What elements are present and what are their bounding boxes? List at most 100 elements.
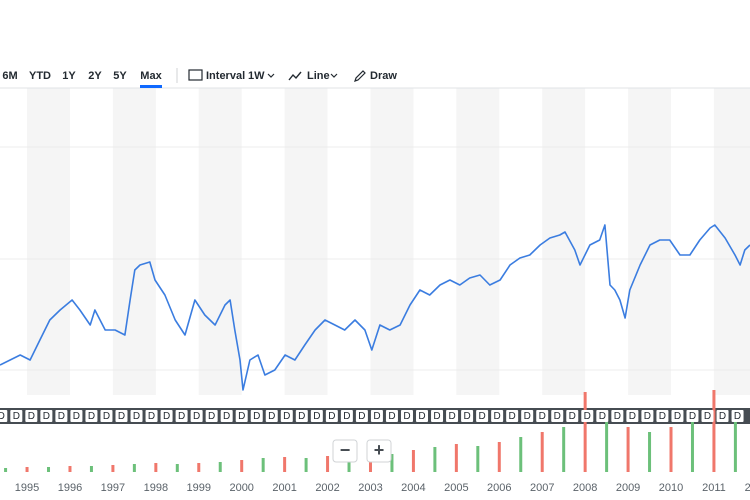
dividend-marker[interactable]: D <box>73 411 80 422</box>
dividend-marker[interactable]: D <box>13 411 20 422</box>
dividend-marker[interactable]: D <box>58 411 65 422</box>
zoom-out[interactable]: − <box>340 440 351 460</box>
draw-button[interactable]: Draw <box>370 70 397 82</box>
volume-bar <box>347 454 351 472</box>
dividend-marker-box <box>295 410 308 422</box>
dividend-marker[interactable]: D <box>539 411 546 422</box>
dividend-marker[interactable]: D <box>674 411 681 422</box>
year-band <box>112 88 156 395</box>
dividend-marker-box <box>205 410 218 422</box>
dividend-marker[interactable]: D <box>704 411 711 422</box>
dividend-marker-box <box>10 410 23 422</box>
dividend-marker[interactable]: D <box>569 411 576 422</box>
dividend-marker-box <box>385 410 398 422</box>
volume-bar <box>197 463 201 472</box>
dividend-marker[interactable]: D <box>403 411 410 422</box>
x-tick-label: 1996 <box>58 482 82 494</box>
interval-button[interactable]: Interval <box>206 70 245 82</box>
dividend-marker-box <box>220 410 233 422</box>
x-tick-label: 2006 <box>487 482 511 494</box>
dividend-marker[interactable]: D <box>494 411 501 422</box>
zoom-out-box[interactable] <box>332 439 358 463</box>
dividend-marker[interactable]: D <box>644 411 651 422</box>
chart-style-button[interactable]: Line <box>307 70 330 82</box>
dividend-marker[interactable]: D <box>734 411 741 422</box>
dividend-marker-box <box>641 410 654 422</box>
dividend-marker[interactable]: D <box>208 411 215 422</box>
dividend-marker[interactable]: D <box>448 411 455 422</box>
dividend-marker-box <box>310 410 323 422</box>
range-button[interactable]: 6M <box>2 70 17 82</box>
dividend-marker-box <box>701 410 714 422</box>
year-band <box>628 88 672 395</box>
dividend-marker[interactable]: D <box>524 411 531 422</box>
dividend-marker[interactable]: D <box>629 411 636 422</box>
volume-bar <box>4 468 8 472</box>
dividend-marker[interactable]: D <box>614 411 621 422</box>
year-band <box>713 88 750 395</box>
range-button[interactable]: 1Y <box>62 70 76 82</box>
dividend-marker-box <box>340 410 353 422</box>
dividend-marker[interactable]: D <box>0 411 5 422</box>
dividend-marker[interactable]: D <box>509 411 516 422</box>
zoom-in[interactable]: + <box>374 440 385 460</box>
price-line <box>0 224 750 391</box>
dividend-marker[interactable]: D <box>238 411 245 422</box>
dividend-marker[interactable]: D <box>689 411 696 422</box>
dividend-marker[interactable]: D <box>28 411 35 422</box>
dividend-marker[interactable]: D <box>478 411 485 422</box>
dividend-marker[interactable]: D <box>719 411 726 422</box>
volume-bar <box>261 458 265 472</box>
dividend-marker[interactable]: D <box>148 411 155 422</box>
dividend-marker[interactable]: D <box>88 411 95 422</box>
range-button[interactable]: 2Y <box>88 70 102 82</box>
dividend-marker-box <box>656 410 669 422</box>
dividend-marker[interactable]: D <box>223 411 230 422</box>
range-button[interactable]: Max <box>140 70 162 82</box>
year-band <box>542 88 586 395</box>
dividend-marker-box <box>671 410 684 422</box>
dividend-marker[interactable]: D <box>313 411 320 422</box>
range-button[interactable]: 5Y <box>113 70 127 82</box>
dividend-marker[interactable]: D <box>373 411 380 422</box>
dividend-marker[interactable]: D <box>43 411 50 422</box>
dividend-marker[interactable]: D <box>103 411 110 422</box>
volume-bar <box>712 390 716 472</box>
volume-bar <box>605 422 609 472</box>
dividend-marker[interactable]: D <box>554 411 561 422</box>
dividend-marker[interactable]: D <box>133 411 140 422</box>
volume-bar <box>454 444 458 472</box>
dividend-marker-box <box>325 410 338 422</box>
dividend-marker[interactable]: D <box>163 411 170 422</box>
volume-bar <box>433 447 437 472</box>
volume-bar <box>283 457 287 472</box>
dividend-marker[interactable]: D <box>193 411 200 422</box>
volume-bar <box>25 467 29 472</box>
dividend-marker[interactable]: D <box>328 411 335 422</box>
dividend-marker[interactable]: D <box>283 411 290 422</box>
dividend-marker[interactable]: D <box>418 411 425 422</box>
dividend-marker[interactable]: D <box>268 411 275 422</box>
range-button[interactable]: YTD <box>29 70 51 82</box>
dividend-marker[interactable]: D <box>584 411 591 422</box>
dividend-marker-box <box>115 410 128 422</box>
volume-bar <box>540 432 544 472</box>
dividend-marker[interactable]: D <box>463 411 470 422</box>
dividend-marker[interactable]: D <box>659 411 666 422</box>
zoom-in-box[interactable] <box>366 439 392 463</box>
dividend-marker[interactable]: D <box>253 411 260 422</box>
interval-value[interactable]: 1W <box>248 70 265 82</box>
volume-bar <box>240 460 244 472</box>
volume-bar <box>154 463 158 472</box>
dividend-marker[interactable]: D <box>118 411 125 422</box>
x-tick-label: 1995 <box>15 482 39 494</box>
dividend-marker[interactable]: D <box>178 411 185 422</box>
dividend-marker[interactable]: D <box>358 411 365 422</box>
dividend-marker[interactable]: D <box>298 411 305 422</box>
dividend-marker[interactable]: D <box>343 411 350 422</box>
dividend-marker[interactable]: D <box>599 411 606 422</box>
dividend-marker[interactable]: D <box>433 411 440 422</box>
dividend-marker[interactable]: D <box>388 411 395 422</box>
dividend-marker-box <box>280 410 293 422</box>
